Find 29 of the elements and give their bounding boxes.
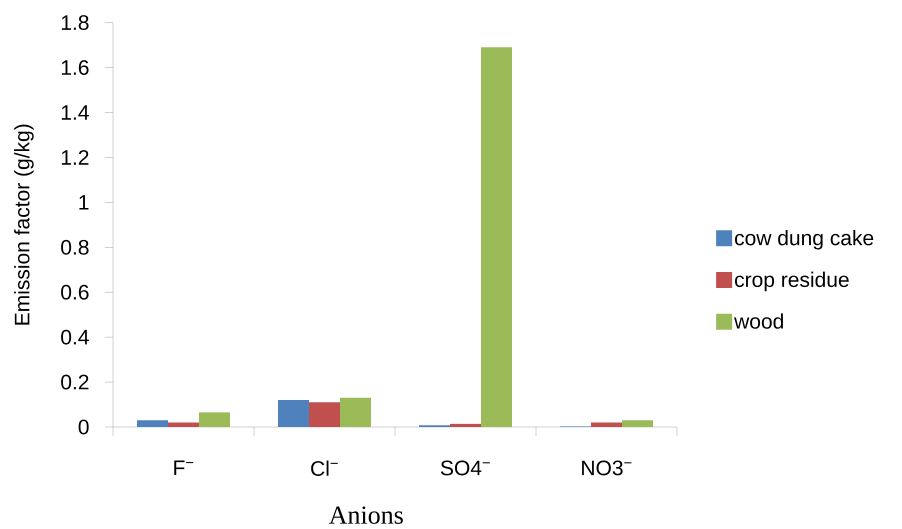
bar bbox=[591, 422, 622, 427]
y-axis-title: Emission factor (g/kg) bbox=[14, 124, 34, 325]
x-tick-label: NO3$^{−}$ bbox=[582, 460, 632, 476]
legend-label: wood bbox=[734, 313, 783, 329]
legend-label: cow dung cake bbox=[735, 230, 874, 250]
bar bbox=[622, 420, 654, 427]
y-tick-label: 1.4 bbox=[62, 105, 89, 120]
x-tick-label: Cl$^{−}$ bbox=[311, 460, 338, 476]
bar bbox=[450, 424, 482, 427]
bar bbox=[168, 422, 199, 427]
y-tick-label: 1.2 bbox=[62, 150, 88, 165]
y-tick-label: 0 bbox=[78, 420, 89, 434]
bar bbox=[309, 402, 340, 427]
x-tick-label: SO4$^{−}$ bbox=[440, 460, 490, 476]
bar bbox=[137, 420, 168, 427]
x-tick-label: F$^{−}$ bbox=[174, 460, 194, 475]
bar bbox=[199, 412, 230, 427]
bar bbox=[481, 47, 512, 427]
y-tick-label: 1 bbox=[79, 195, 88, 210]
y-tick-label: 1.8 bbox=[62, 15, 89, 30]
x-axis-title: Anions bbox=[328, 506, 403, 524]
legend-label: crop residue bbox=[735, 272, 849, 292]
y-tick-label: 1.6 bbox=[62, 60, 89, 75]
y-tick-label: 0.6 bbox=[61, 284, 89, 300]
bar bbox=[340, 398, 372, 427]
y-tick-label: 0.2 bbox=[61, 374, 88, 390]
y-tick-label: 0.8 bbox=[61, 240, 89, 255]
bar bbox=[278, 400, 309, 427]
y-tick-label: 0.4 bbox=[61, 330, 89, 345]
